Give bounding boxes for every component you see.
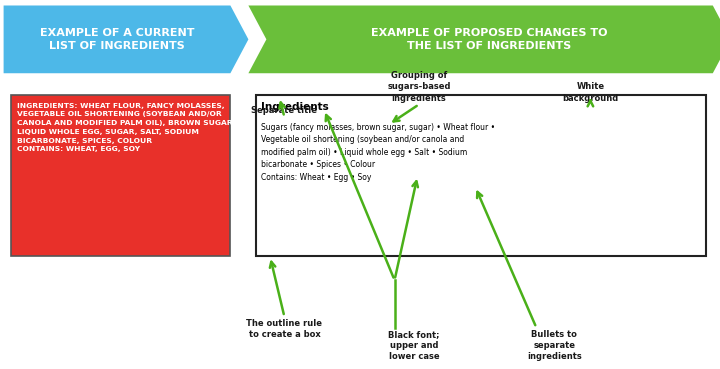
Text: Ingredients: Ingredients — [261, 102, 329, 112]
Text: Bullets to
separate
ingredients: Bullets to separate ingredients — [527, 330, 582, 361]
Polygon shape — [248, 6, 720, 73]
Text: Grouping of
sugars-based
ingredients: Grouping of sugars-based ingredients — [387, 71, 451, 103]
Text: Separate title: Separate title — [251, 106, 318, 115]
Text: INGREDIENTS: WHEAT FLOUR, FANCY MOLASSES,
VEGETABLE OIL SHORTENING (SOYBEAN AND/: INGREDIENTS: WHEAT FLOUR, FANCY MOLASSES… — [17, 103, 235, 152]
FancyBboxPatch shape — [11, 95, 230, 256]
Text: The outline rule
to create a box: The outline rule to create a box — [246, 318, 323, 339]
Text: Sugars (fancy molasses, brown sugar, sugar) • Wheat flour •
Vegetable oil shorte: Sugars (fancy molasses, brown sugar, sug… — [261, 123, 495, 182]
Polygon shape — [4, 6, 248, 73]
FancyBboxPatch shape — [256, 95, 706, 256]
Text: EXAMPLE OF PROPOSED CHANGES TO
THE LIST OF INGREDIENTS: EXAMPLE OF PROPOSED CHANGES TO THE LIST … — [372, 28, 608, 51]
Text: Black font;
upper and
lower case: Black font; upper and lower case — [388, 330, 440, 361]
Text: EXAMPLE OF A CURRENT
LIST OF INGREDIENTS: EXAMPLE OF A CURRENT LIST OF INGREDIENTS — [40, 28, 194, 51]
Text: White
background: White background — [562, 82, 618, 103]
